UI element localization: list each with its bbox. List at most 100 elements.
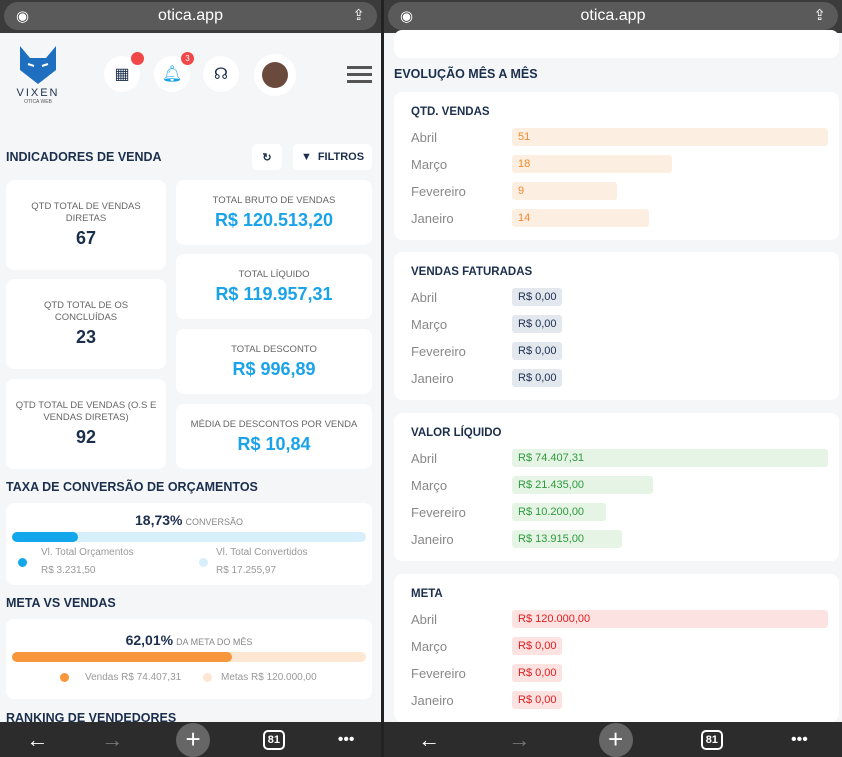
- month-label: Março: [411, 157, 448, 172]
- tabs-button[interactable]: 81: [262, 729, 285, 750]
- month-row: Janeiro R$ 0,00: [411, 369, 822, 387]
- month-row: Março R$ 21.435,00: [411, 476, 822, 494]
- kpi-card: TOTAL DESCONTO R$ 996,89: [176, 329, 372, 394]
- legend-dot: [199, 558, 208, 567]
- month-label: Março: [411, 317, 448, 332]
- notification-badge: 3: [181, 52, 194, 65]
- kpi-label: TOTAL LÍQUIDO: [238, 268, 310, 280]
- kpi-value: R$ 119.957,31: [215, 283, 333, 304]
- month-label: Abril: [411, 290, 438, 305]
- url-text: otica.app: [580, 7, 646, 24]
- avatar[interactable]: [254, 54, 296, 96]
- kpi-label: TOTAL BRUTO DE VENDAS: [212, 194, 336, 206]
- month-label: Março: [411, 639, 448, 654]
- card-title: META: [411, 588, 443, 600]
- url-field[interactable]: ◉ otica.app ⇪: [4, 2, 377, 30]
- cash-register-icon: ▦: [114, 66, 130, 83]
- cash-register-button[interactable]: ▦: [104, 52, 144, 92]
- month-row: Março R$ 0,00: [411, 315, 822, 333]
- month-row: Abril 51: [411, 128, 828, 146]
- filters-label: FILTROS: [317, 151, 365, 163]
- filter-icon: ▼: [300, 151, 312, 163]
- tabs-button[interactable]: 81: [700, 729, 723, 750]
- kpi-value: R$ 10,84: [237, 433, 311, 454]
- legend-dot: [60, 673, 69, 682]
- support-button[interactable]: ☊: [203, 56, 239, 92]
- card-title: QTD. VENDAS: [411, 106, 490, 118]
- legend-label: Vendas: [85, 672, 119, 683]
- refresh-button[interactable]: ↻: [252, 144, 282, 170]
- site-settings-icon[interactable]: ◉: [16, 8, 30, 25]
- value-bar: R$ 13.915,00: [512, 530, 622, 548]
- month-row: Março R$ 0,00: [411, 637, 822, 655]
- section-title: INDICADORES DE VENDA: [6, 150, 162, 164]
- evolution-card: VALOR LÍQUIDO Abril R$ 74.407,31 Março R$ 21…: [394, 413, 839, 561]
- legend-value: R$ 120.000,00: [251, 672, 317, 683]
- month-label: Fevereiro: [411, 666, 466, 681]
- kpi-value: 92: [75, 427, 97, 447]
- more-icon[interactable]: •••: [337, 730, 355, 748]
- new-tab-button[interactable]: +: [176, 722, 211, 757]
- kpi-card: QTD TOTAL DE OS CONCLUÍDAS 23: [6, 279, 166, 369]
- filters-button[interactable]: ▼ FILTROS: [293, 144, 372, 170]
- month-row: Abril R$ 120.000,00: [411, 610, 828, 628]
- value-bar: R$ 0,00: [512, 288, 562, 306]
- card-partial: [394, 30, 839, 58]
- goal-progress: [12, 652, 366, 662]
- value-bar: R$ 0,00: [512, 691, 562, 709]
- site-settings-icon[interactable]: ◉: [400, 8, 414, 25]
- forward-icon[interactable]: →: [508, 726, 531, 752]
- kpi-label: TOTAL DESCONTO: [231, 343, 317, 355]
- legend-value: R$ 3.231,50: [41, 565, 96, 576]
- value-bar: 9: [512, 182, 617, 200]
- kpi-card: MÉDIA DE DESCONTOS POR VENDA R$ 10,84: [176, 404, 372, 469]
- card-title: VALOR LÍQUIDO: [411, 427, 502, 439]
- goal-suffix: DA META DO MÊS: [176, 637, 253, 647]
- kpi-card: QTD TOTAL DE VENDAS DIRETAS 67: [6, 180, 166, 270]
- browser-address-bar: ◉ otica.app ⇪: [0, 0, 381, 33]
- section-title: TAXA DE CONVERSÃO DE ORÇAMENTOS: [6, 480, 258, 494]
- value-bar: R$ 0,00: [512, 315, 562, 333]
- evolution-card: VENDAS FATURADAS Abril R$ 0,00 Março R$ 0,00…: [394, 252, 839, 400]
- section-title: META VS VENDAS: [6, 596, 116, 610]
- legend-value: R$ 17.255,97: [216, 565, 277, 576]
- kpi-value: R$ 120.513,20: [214, 209, 334, 230]
- kpi-label: QTD TOTAL DE VENDAS DIRETAS: [31, 201, 141, 224]
- status-dot: [131, 52, 144, 65]
- kpi-label: QTD TOTAL DE VENDAS (O.S E VENDAS DIRETA…: [15, 400, 157, 423]
- back-icon[interactable]: ←: [26, 726, 49, 752]
- menu-icon[interactable]: [347, 66, 372, 83]
- month-label: Abril: [411, 130, 438, 145]
- legend-label: Vl. Total Orçamentos: [41, 547, 134, 558]
- goal-percent: 62,01%: [125, 632, 174, 648]
- left-screen: ◉ otica.app ⇪ VIXEN OTICA WEB ▦ 🔔︎ 3 ☊ IN…: [0, 0, 381, 757]
- more-icon[interactable]: •••: [791, 730, 808, 748]
- logo: VIXEN OTICA WEB: [6, 44, 70, 105]
- kpi-card: QTD TOTAL DE VENDAS (O.S E VENDAS DIRETA…: [6, 379, 166, 469]
- conversion-card: 18,73% CONVERSÃO Vl. Total Orçamentos R$ 3…: [6, 503, 372, 585]
- bell-icon: 🔔︎: [161, 66, 183, 83]
- evolution-card: QTD. VENDAS Abril 51 Março 18 Fevereiro 9 Janei…: [394, 92, 839, 240]
- refresh-icon: ↻: [262, 151, 272, 164]
- month-label: Abril: [411, 612, 438, 627]
- month-row: Janeiro R$ 0,00: [411, 691, 822, 709]
- url-field[interactable]: ◉ otica.app ⇪: [388, 2, 838, 30]
- new-tab-button[interactable]: +: [598, 722, 633, 757]
- legend-label: Metas: [221, 672, 249, 683]
- value-bar: 51: [512, 128, 828, 146]
- section-title: RANKING DE VENDEDORES: [6, 711, 177, 725]
- evolution-card: META Abril R$ 120.000,00 Março R$ 0,00 Fevere…: [394, 574, 839, 722]
- back-icon[interactable]: ←: [418, 726, 441, 752]
- browser-toolbar: ← → + 81 •••: [0, 722, 381, 757]
- value-bar: R$ 120.000,00: [512, 610, 828, 628]
- month-row: Janeiro R$ 13.915,00: [411, 530, 822, 548]
- value-bar: R$ 0,00: [512, 342, 562, 360]
- value-bar: R$ 0,00: [512, 369, 562, 387]
- kpi-value: R$ 996,89: [232, 358, 316, 379]
- kpi-card: TOTAL BRUTO DE VENDAS R$ 120.513,20: [176, 180, 372, 245]
- notifications-button[interactable]: 🔔︎ 3: [154, 52, 194, 92]
- browser-address-bar: ◉ otica.app ⇪: [384, 0, 842, 33]
- forward-icon[interactable]: →: [101, 726, 124, 752]
- share-icon[interactable]: ⇪: [352, 7, 365, 24]
- share-icon[interactable]: ⇪: [813, 7, 826, 24]
